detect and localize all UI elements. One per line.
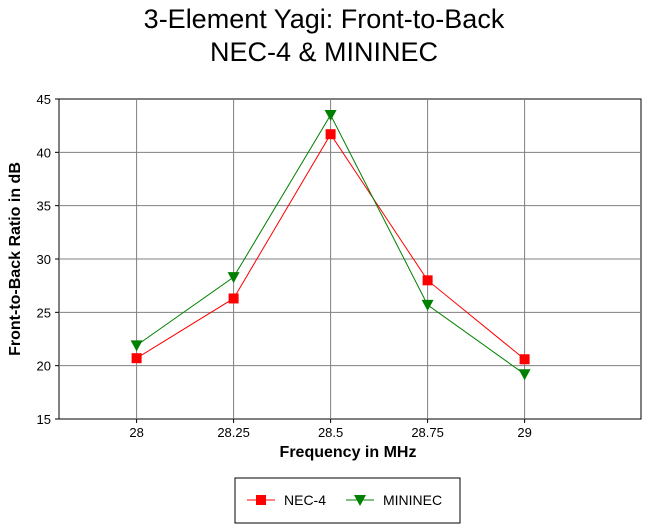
data-point-nec-4 [325, 129, 336, 140]
chart-title-line-1: 3-Element Yagi: Front-to-Back [144, 4, 505, 34]
legend-marker-nec-4 [256, 495, 266, 505]
y-tick-label: 20 [37, 359, 51, 374]
data-point-mininec [421, 299, 434, 311]
y-tick-label: 40 [37, 145, 51, 160]
legend-label-mininec: MININEC [383, 492, 442, 508]
x-tick-label: 28.75 [411, 425, 444, 440]
data-point-mininec [227, 272, 240, 284]
x-tick-label: 28.5 [318, 425, 343, 440]
legend-label-nec-4: NEC-4 [284, 492, 326, 508]
data-point-mininec [130, 340, 143, 352]
x-tick-label: 28.25 [217, 425, 250, 440]
legend: NEC-4 MININEC [234, 477, 461, 524]
grid [59, 99, 641, 419]
y-tick-label: 25 [37, 305, 51, 320]
data-point-nec-4 [228, 293, 239, 304]
data-point-mininec [324, 110, 337, 121]
x-axis-label: Frequency in MHz [280, 444, 417, 461]
y-axis-label: Front-to-Back Ratio in dB [7, 162, 24, 356]
data-point-nec-4 [519, 354, 530, 365]
data-point-nec-4 [131, 353, 142, 364]
data-point-mininec [518, 369, 531, 381]
legend-marker-mininec [354, 495, 366, 506]
y-tick-label: 15 [37, 412, 51, 427]
series-markers [130, 110, 531, 381]
data-point-nec-4 [422, 275, 433, 286]
x-tick-label: 28 [129, 425, 143, 440]
y-tick-label: 30 [37, 252, 51, 267]
y-tick-label: 35 [37, 199, 51, 214]
y-tick-label: 45 [37, 92, 51, 107]
axis-ticks: 15 20 25 30 35 40 45 28 28.25 28.5 28.75 29 [37, 92, 532, 440]
x-tick-label: 29 [517, 425, 531, 440]
chart-title-line-2: NEC-4 & MININEC [210, 37, 438, 67]
